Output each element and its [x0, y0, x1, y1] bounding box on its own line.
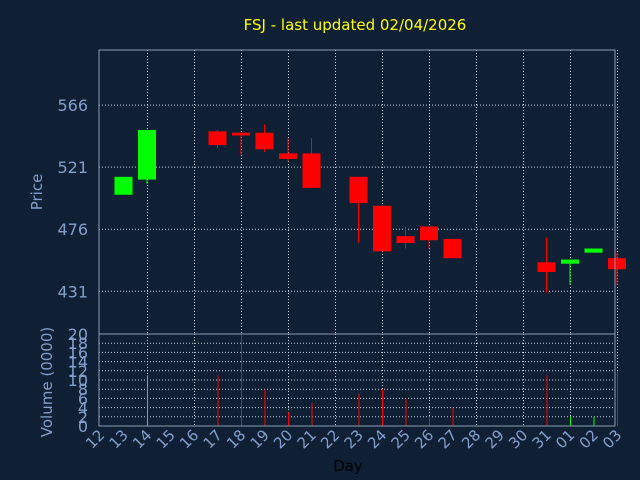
x-tick-label: 27	[435, 426, 461, 452]
x-tick-label: 31	[529, 426, 555, 452]
candle-body	[608, 258, 626, 270]
candle-body	[349, 176, 368, 204]
candle-body	[443, 238, 462, 259]
volume-tick-label: 18	[68, 334, 88, 353]
x-tick-label: 28	[458, 426, 484, 452]
candle-body	[420, 226, 438, 241]
x-tick-label: 01	[552, 426, 578, 452]
volume-tick-label: 10	[68, 371, 88, 390]
volume-tick-label: 16	[68, 343, 88, 362]
volume-tick-label: 20	[68, 325, 88, 344]
volume-tick-label: 0	[78, 417, 88, 436]
candle-body	[138, 129, 156, 180]
x-tick-label: 29	[482, 426, 508, 452]
candle-body	[232, 132, 250, 136]
x-tick-label: 26	[411, 426, 437, 452]
x-tick-label: 16	[176, 426, 202, 452]
x-tick-label: 17	[200, 426, 226, 452]
price-tick-label: 521	[57, 158, 88, 177]
volume-panel-frame	[98, 333, 616, 427]
x-tick-label: 25	[388, 426, 414, 452]
candle-body	[537, 262, 556, 272]
x-tick-label: 23	[341, 426, 367, 452]
price-axis-label: Price	[28, 174, 46, 211]
price-axis-ticks: 431 476 521 566	[57, 96, 88, 301]
x-tick-label: 24	[364, 426, 390, 452]
volume-tick-label: 2	[78, 408, 88, 427]
volume-tick-label: 6	[78, 389, 88, 408]
price-tick-label: 476	[57, 220, 88, 239]
price-tick-label: 566	[57, 96, 88, 115]
candle-body	[561, 259, 579, 264]
volume-bars	[147, 334, 618, 426]
candle-body	[255, 132, 274, 150]
volume-tick-label: 12	[68, 362, 88, 381]
x-axis-ticks: 1213141516171819202122232425262728293031…	[82, 426, 625, 452]
candle-body	[373, 205, 391, 252]
x-tick-label: 13	[106, 426, 132, 452]
x-tick-label: 02	[576, 426, 602, 452]
x-tick-label: 14	[129, 426, 155, 452]
volume-tick-label: 4	[78, 399, 88, 418]
x-tick-label: 03	[599, 426, 625, 452]
chart-title: FSJ - last updated 02/04/2026	[244, 16, 467, 34]
x-tick-label: 21	[294, 426, 320, 452]
candle-body	[584, 248, 603, 253]
volume-tick-label: 14	[68, 353, 88, 372]
x-tick-label: 18	[223, 426, 249, 452]
candle-body	[302, 153, 321, 188]
x-tick-label: 22	[317, 426, 343, 452]
x-tick-label: 15	[153, 426, 179, 452]
candle-body	[208, 131, 227, 146]
volume-grid	[99, 334, 618, 426]
price-grid	[99, 50, 618, 334]
candle-body	[114, 176, 133, 195]
candles	[114, 124, 626, 293]
volume-tick-label: 8	[78, 380, 88, 399]
x-tick-label: 30	[505, 426, 531, 452]
x-tick-label: 20	[270, 426, 296, 452]
candle-body	[396, 236, 415, 244]
candle-body	[279, 153, 297, 159]
x-tick-label: 19	[247, 426, 273, 452]
x-axis-label: Day	[333, 457, 363, 475]
price-tick-label: 431	[57, 282, 88, 301]
volume-axis-label: Volume (0000)	[38, 327, 56, 437]
